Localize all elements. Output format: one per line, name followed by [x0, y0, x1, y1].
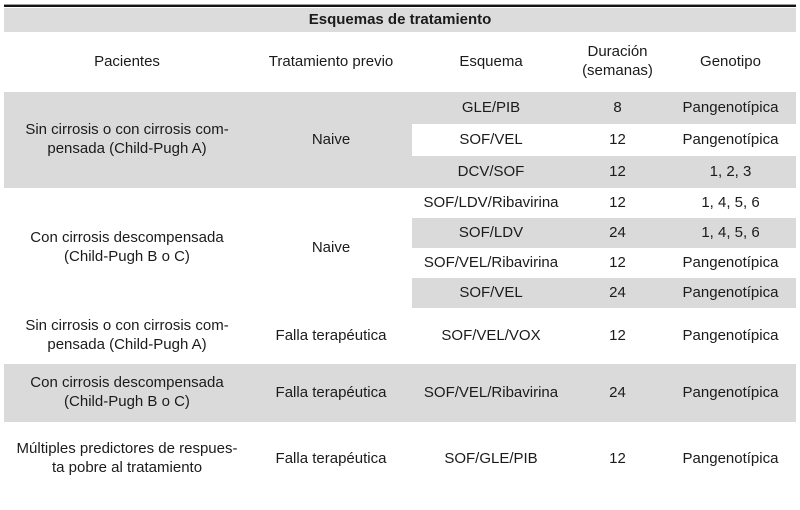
- cell-duracion: 8: [570, 92, 665, 124]
- table-row: Múltiples predictores de respues- ta pob…: [4, 422, 796, 496]
- cell-tratamiento-previo: Naive: [250, 92, 412, 188]
- cell-pacientes: Sin cirrosis o con cirrosis com- pensada…: [4, 92, 250, 188]
- cell-duracion: 12: [609, 253, 626, 271]
- cell-pacientes: Sin cirrosis o con cirrosis com- pensada…: [4, 308, 250, 364]
- cell-pacientes: Con cirrosis descompensada (Child-Pugh B…: [4, 188, 250, 308]
- table-row: DCV/SOF 12 1, 2, 3: [4, 156, 796, 188]
- cell-genotipo: Pangenotípica: [665, 278, 796, 308]
- cell-duracion: 12: [570, 156, 665, 188]
- cell-esquema: SOF/VEL/VOX: [441, 326, 541, 344]
- pacientes-line: Sin cirrosis o con cirrosis com-: [25, 121, 229, 139]
- cell-duracion: 24: [570, 278, 665, 308]
- col-header-duracion-line2: (semanas): [582, 62, 653, 79]
- table-row: Con cirrosis descompensada (Child-Pugh B…: [4, 364, 796, 422]
- treatment-schemes-table: Pacientes Tratamiento previo Esquema Dur…: [4, 32, 796, 496]
- cell-genotipo: Pangenotípica: [665, 92, 796, 124]
- pacientes-line: Múltiples predictores de respues-: [16, 440, 238, 458]
- pacientes-line: Con cirrosis descompensada: [30, 229, 224, 247]
- table-row: Sin cirrosis o con cirrosis com- pensada…: [4, 92, 796, 188]
- cell-esquema: SOF/LDV/Ribavirina: [423, 193, 559, 211]
- col-header-tratamiento-previo: Tratamiento previo: [268, 52, 394, 70]
- table-row: SOF/VEL 24 Pangenotípica: [4, 278, 796, 308]
- cell-esquema: SOF/VEL: [459, 130, 523, 148]
- col-header-esquema: Esquema: [459, 52, 523, 70]
- top-rule-light: [4, 4, 796, 5]
- cell-esquema: SOF/GLE/PIB: [444, 449, 538, 467]
- table-row: SOF/LDV 24 1, 4, 5, 6: [4, 218, 796, 248]
- table-figure: Esquemas de tratamiento Pacientes Tratam…: [4, 0, 796, 496]
- pacientes-line: ta pobre al tratamiento: [51, 459, 203, 476]
- col-header-duracion: Duración (semanas): [570, 32, 665, 92]
- cell-genotipo: Pangenotípica: [665, 364, 796, 422]
- cell-genotipo: 1, 4, 5, 6: [701, 193, 760, 211]
- cell-genotipo: 1, 4, 5, 6: [665, 218, 796, 248]
- pacientes-line: Sin cirrosis o con cirrosis com-: [25, 317, 229, 335]
- cell-esquema: SOF/LDV: [412, 218, 570, 248]
- table-row: SOF/VEL 12 Pangenotípica: [4, 124, 796, 156]
- pacientes-line: (Child-Pugh B o C): [64, 393, 190, 410]
- cell-esquema: GLE/PIB: [412, 92, 570, 124]
- cell-duracion: 12: [609, 326, 626, 344]
- col-header-pacientes: Pacientes: [94, 52, 160, 70]
- cell-esquema: SOF/VEL/Ribavirina: [423, 253, 559, 271]
- cell-tratamiento-previo: Naive: [311, 238, 351, 256]
- cell-duracion: 12: [609, 130, 626, 148]
- pacientes-line: pensada (Child-Pugh A): [47, 140, 207, 157]
- table-row: Con cirrosis descompensada (Child-Pugh B…: [4, 188, 796, 265]
- table-row: Sin cirrosis o con cirrosis com- pensada…: [4, 308, 796, 364]
- cell-duracion: 24: [570, 364, 665, 422]
- cell-genotipo: Pangenotípica: [682, 130, 779, 148]
- table-row: SOF/VEL/Ribavirina 12 Pangenotípica: [4, 248, 796, 278]
- cell-genotipo: 1, 2, 3: [665, 156, 796, 188]
- cell-pacientes: Múltiples predictores de respues- ta pob…: [4, 422, 250, 496]
- col-header-genotipo: Genotipo: [700, 52, 761, 70]
- cell-genotipo: Pangenotípica: [682, 253, 779, 271]
- cell-genotipo: Pangenotípica: [682, 449, 779, 467]
- cell-duracion: 12: [609, 449, 626, 467]
- cell-pacientes: Con cirrosis descompensada (Child-Pugh B…: [4, 364, 250, 422]
- top-rule-dark: [4, 5, 796, 7]
- cell-esquema: SOF/VEL/Ribavirina: [412, 364, 570, 422]
- cell-esquema: DCV/SOF: [412, 156, 570, 188]
- cell-tratamiento-previo: Falla terapéutica: [275, 449, 387, 467]
- pacientes-line: (Child-Pugh B o C): [64, 248, 190, 265]
- cell-duracion: 12: [609, 193, 626, 211]
- pacientes-line: Con cirrosis descompensada: [30, 374, 224, 392]
- col-header-duracion-line1: Duración: [587, 43, 648, 61]
- cell-tratamiento-previo: Falla terapéutica: [250, 364, 412, 422]
- header-row: Pacientes Tratamiento previo Esquema Dur…: [4, 32, 796, 92]
- cell-genotipo: Pangenotípica: [682, 326, 779, 344]
- cell-tratamiento-previo: Falla terapéutica: [275, 326, 387, 344]
- cell-esquema: SOF/VEL: [412, 278, 570, 308]
- table-title: Esquemas de tratamiento: [4, 8, 796, 32]
- pacientes-line: pensada (Child-Pugh A): [47, 336, 207, 353]
- cell-duracion: 24: [570, 218, 665, 248]
